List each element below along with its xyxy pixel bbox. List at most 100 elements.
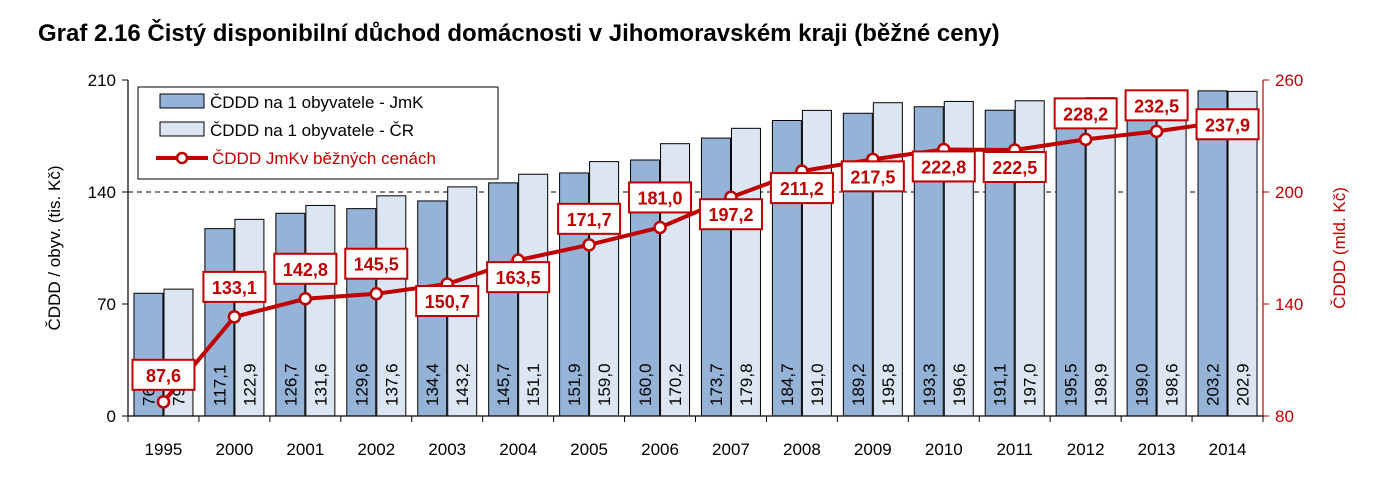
bar-label-cr-2012: 198,9 — [1092, 363, 1111, 406]
line-point-2002 — [369, 286, 384, 301]
x-tick-label-2003: 2003 — [428, 440, 466, 459]
bar-label-cr-2005: 159,0 — [595, 363, 614, 406]
bar-cr-2004 — [518, 173, 549, 417]
bar-label-cr-2008: 191,0 — [808, 363, 827, 406]
x-tick-label-2005: 2005 — [570, 440, 608, 459]
bar-cr-2002 — [376, 195, 407, 417]
x-tick-label-2012: 2012 — [1067, 440, 1105, 459]
line-point-2012 — [1078, 132, 1093, 147]
y2-tick-label-260: 260 — [1275, 71, 1303, 90]
line-jmk-current-prices — [161, 119, 1228, 404]
bar-cr-2014 — [1227, 90, 1258, 417]
bar-label-cr-2014: 202,9 — [1234, 363, 1253, 406]
legend-swatch-cr — [159, 121, 205, 137]
line-label-box-2010 — [911, 150, 976, 183]
bar-cr-2009 — [872, 102, 903, 417]
bar-label-cr-2011: 197,0 — [1021, 363, 1040, 406]
legend-line-marker — [175, 151, 189, 165]
bar-label-jmk-2003: 134,4 — [423, 363, 442, 406]
bar-label-jmk-2012: 195,5 — [1062, 363, 1081, 406]
bar-cr-2007 — [730, 127, 761, 417]
line-label-box-2014 — [1195, 108, 1260, 141]
bar-cr-2008 — [801, 109, 832, 417]
bar-label-cr-2002: 137,6 — [382, 363, 401, 406]
x-tick-label-2006: 2006 — [641, 440, 679, 459]
line-label-box-2007 — [698, 198, 763, 231]
line-label-2013: 232,5 — [1134, 96, 1179, 116]
line-label-2011: 222,5 — [992, 158, 1037, 178]
line-point-1995 — [156, 395, 171, 409]
x-tick-label-2010: 2010 — [925, 440, 963, 459]
legend-swatch-jmk — [159, 93, 205, 109]
line-point-2005 — [582, 238, 596, 252]
line-label-box-2001 — [273, 252, 338, 285]
bar-jmk-2002 — [346, 208, 377, 417]
y-axis-title: ČDDD / obyv. (tis. Kč) — [45, 166, 64, 331]
bar-label-jmk-2006: 160,0 — [636, 363, 655, 406]
line-label-box-2004 — [486, 261, 551, 294]
line-label-2000: 133,1 — [212, 278, 257, 298]
line-label-2004: 163,5 — [496, 268, 541, 288]
line-label-box-2005 — [557, 202, 622, 235]
bar-label-cr-2007: 179,8 — [737, 363, 756, 406]
bar-label-cr-2009: 195,8 — [879, 363, 898, 406]
line-label-box-2000 — [202, 270, 267, 303]
x-tick-label-2014: 2014 — [1209, 440, 1247, 459]
bar-label-jmk-2000: 117,1 — [210, 365, 229, 406]
legend-label-jmk: ČDDD na 1 obyvatele - JmK — [210, 93, 424, 112]
bar-jmk-2004 — [488, 182, 519, 417]
y-tick-label-140: 140 — [88, 183, 116, 202]
bar-label-jmk-2007: 173,7 — [707, 363, 726, 406]
x-tick-label-2008: 2008 — [783, 440, 821, 459]
line-label-2003: 150,7 — [425, 292, 470, 312]
bar-cr-2001 — [305, 204, 336, 417]
bar-label-cr-2006: 170,2 — [666, 363, 685, 406]
line-label-box-1995 — [131, 358, 196, 391]
line-label-2001: 142,8 — [283, 260, 328, 280]
bar-label-cr-2004: 151,1 — [524, 363, 543, 406]
line-label-2002: 145,5 — [354, 255, 399, 275]
line-label-2009: 217,5 — [850, 167, 895, 187]
bar-jmk-2014 — [1197, 90, 1228, 417]
line-point-2000 — [227, 310, 242, 324]
y-tick-label-0: 0 — [107, 407, 116, 426]
bar-jmk-1995 — [133, 292, 164, 417]
line-point-2013 — [1149, 124, 1164, 139]
bar-label-jmk-2005: 151,9 — [565, 363, 584, 406]
line-label-2006: 181,0 — [638, 188, 683, 208]
line-label-box-2003 — [415, 285, 480, 318]
line-point-2006 — [653, 220, 667, 235]
line-point-2001 — [298, 292, 313, 306]
line-label-2010: 222,8 — [921, 157, 966, 177]
bar-layer — [133, 90, 1258, 417]
line-label-1995: 87,6 — [146, 366, 181, 386]
x-tick-label-2000: 2000 — [215, 440, 253, 459]
line-label-box-2002 — [344, 247, 409, 280]
label-layer: 76,779,3117,1122,9126,7131,6129,6137,613… — [131, 89, 1260, 406]
bar-label-cr-2013: 198,6 — [1163, 363, 1182, 406]
chart-title: Graf 2.16 Čistý disponibilní důchod domá… — [38, 20, 1000, 47]
y2-tick-label-80: 80 — [1275, 407, 1294, 426]
y2-axis-title: ČDDD (mld. Kč) — [1330, 187, 1349, 309]
bar-label-jmk-2001: 126,7 — [281, 363, 300, 406]
line-label-box-2011 — [982, 151, 1047, 183]
bar-label-jmk-2013: 199,0 — [1133, 363, 1152, 406]
line-label-box-2008 — [769, 172, 834, 205]
x-tick-label-2007: 2007 — [712, 440, 750, 459]
legend-label-cr: ČDDD na 1 obyvatele - ČR — [210, 121, 414, 140]
bar-label-jmk-2014: 203,2 — [1204, 363, 1223, 406]
x-tick-label-2002: 2002 — [357, 440, 395, 459]
y-tick-label-70: 70 — [97, 295, 116, 314]
bar-label-jmk-2011: 191,1 — [991, 363, 1010, 406]
bar-label-jmk-2008: 184,7 — [778, 363, 797, 406]
x-tick-label-2013: 2013 — [1138, 440, 1176, 459]
x-tick-label-2001: 2001 — [286, 440, 324, 459]
y-tick-label-210: 210 — [88, 71, 116, 90]
line-label-2005: 171,7 — [567, 210, 612, 230]
bar-label-cr-2001: 131,6 — [311, 363, 330, 406]
line-label-2014: 237,9 — [1205, 115, 1250, 135]
y2-tick-label-140: 140 — [1275, 295, 1303, 314]
bar-cr-2012 — [1085, 97, 1116, 417]
bar-label-jmk-2002: 129,6 — [352, 363, 371, 406]
